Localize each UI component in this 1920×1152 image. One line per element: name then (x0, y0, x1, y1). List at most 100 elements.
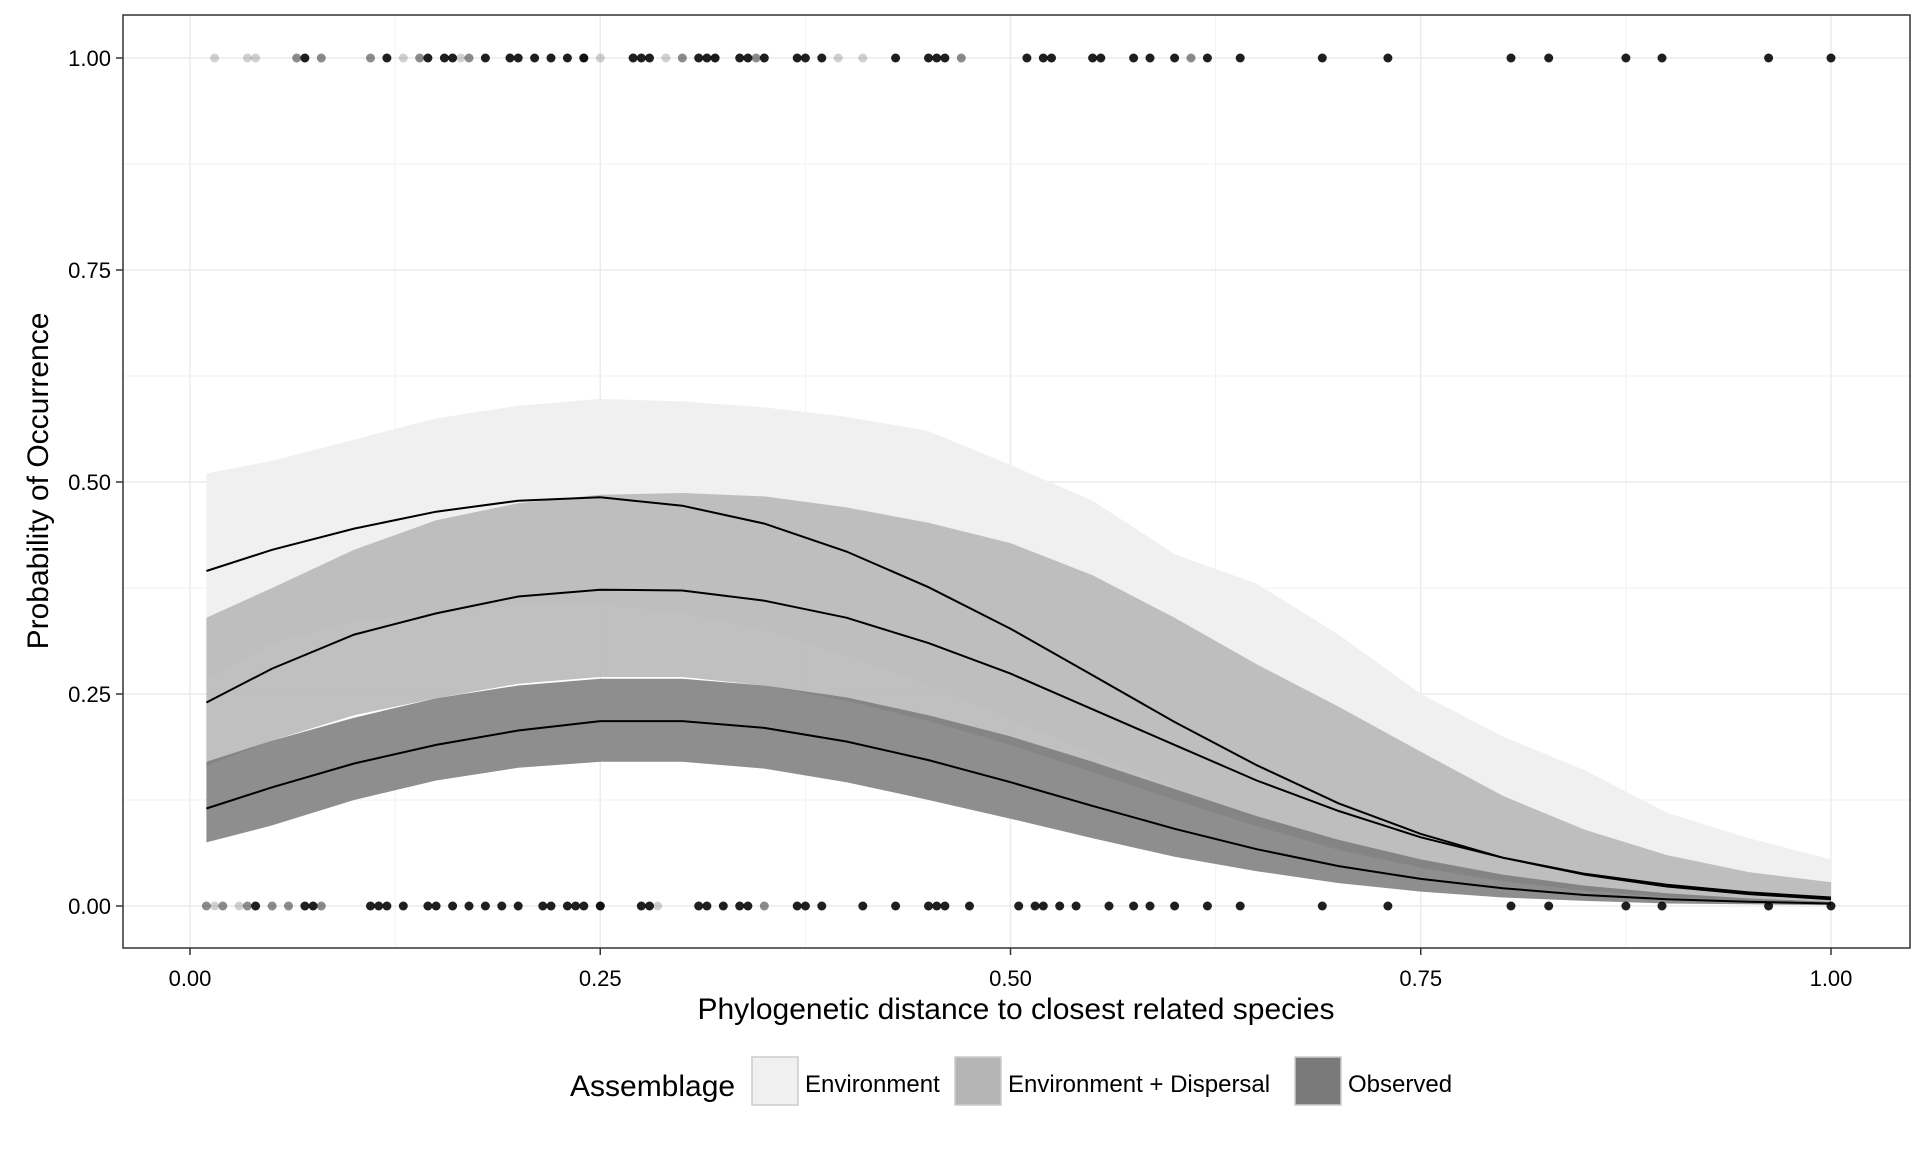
data-point-absence (858, 901, 868, 911)
data-point-presence (833, 53, 843, 63)
data-point-absence (366, 901, 375, 911)
data-point-absence (1145, 901, 1155, 911)
x-axis-title: Phylogenetic distance to closest related… (697, 993, 1334, 1026)
data-point-presence (677, 53, 687, 63)
data-point-absence (1383, 901, 1393, 911)
data-point-absence (694, 901, 704, 911)
band-observed (206, 678, 1831, 906)
data-point-presence (382, 53, 392, 63)
data-point-absence (735, 901, 745, 911)
data-point-absence (1071, 901, 1081, 911)
data-point-presence (735, 53, 745, 63)
data-point-presence (210, 53, 220, 63)
data-point-absence (595, 901, 605, 911)
x-tick-label: 0.00 (169, 966, 212, 991)
fit-line-observed (206, 720, 1832, 905)
data-point-presence (300, 53, 310, 63)
y-tick-label: 0.75 (68, 258, 111, 283)
data-point-presence (530, 53, 540, 63)
data-point-presence (423, 53, 433, 63)
data-point-presence (817, 53, 827, 63)
data-point-presence (858, 53, 868, 63)
data-point-presence (1129, 53, 1139, 63)
data-point-absence (1764, 901, 1774, 911)
data-point-absence (1170, 901, 1180, 911)
legend-label-environment: Environment (805, 1071, 940, 1098)
y-tick-label: 0.00 (68, 894, 111, 919)
y-tick-label: 1.00 (68, 46, 111, 71)
data-point-absence (965, 901, 974, 911)
data-point-absence (1317, 901, 1327, 911)
data-point-presence (1170, 53, 1180, 63)
data-point-presence (1047, 53, 1056, 63)
data-point-absence (1014, 901, 1024, 911)
data-point-absence (201, 901, 211, 911)
data-point-absence (1104, 901, 1114, 911)
data-point-absence (653, 901, 663, 911)
data-point-absence (702, 901, 712, 911)
data-point-presence (251, 53, 261, 63)
data-point-presence (513, 53, 523, 63)
data-point-absence (267, 901, 277, 911)
data-point-absence (308, 901, 318, 911)
data-point-absence (1657, 901, 1667, 911)
data-point-presence (415, 53, 425, 63)
data-point-presence (940, 53, 950, 63)
data-point-presence (1621, 53, 1631, 63)
data-point-absence (1826, 901, 1836, 911)
data-point-presence (1186, 53, 1196, 63)
legend-title: Assemblage (570, 1070, 735, 1103)
x-tick-label: 0.75 (1399, 966, 1442, 991)
data-point-presence (751, 53, 761, 63)
y-axis-title: Probability of Occurrence (22, 313, 55, 650)
data-point-presence (546, 53, 556, 63)
data-point-absence (759, 901, 769, 911)
data-point-absence (817, 901, 827, 911)
data-point-absence (1621, 901, 1631, 911)
data-point-absence (924, 901, 933, 911)
data-point-absence (1506, 901, 1516, 911)
legend: Assemblage Environment Environment + Dis… (570, 1056, 1452, 1106)
data-point-absence (718, 901, 728, 911)
data-point-presence (579, 53, 589, 63)
data-point-absence (382, 901, 392, 911)
data-point-absence (932, 901, 942, 911)
data-point-absence (431, 901, 441, 911)
data-point-absence (538, 901, 548, 911)
data-point-presence (398, 53, 408, 63)
data-point-presence (448, 53, 458, 63)
data-point-absence (743, 901, 753, 911)
data-point-presence (595, 53, 605, 63)
data-point-presence (924, 53, 933, 63)
data-point-absence (300, 901, 310, 911)
data-point-presence (1145, 53, 1155, 63)
data-point-absence (513, 901, 523, 911)
data-point-absence (251, 901, 261, 911)
data-point-absence (448, 901, 458, 911)
data-point-presence (1764, 53, 1774, 63)
legend-label-environment-dispersal: Environment + Dispersal (1008, 1071, 1270, 1098)
data-point-presence (661, 53, 671, 63)
data-point-absence (1202, 901, 1212, 911)
x-tick-label: 0.25 (579, 966, 622, 991)
fit-line-environment-dispersal (205, 588, 1832, 899)
data-point-presence (702, 53, 712, 63)
data-point-presence (932, 53, 942, 63)
data-point-absence (1129, 901, 1139, 911)
data-point-absence (398, 901, 408, 911)
data-point-presence (1022, 53, 1032, 63)
data-point-presence (1544, 53, 1554, 63)
data-point-absence (562, 901, 572, 911)
data-point-absence (464, 901, 474, 911)
data-point-presence (562, 53, 572, 63)
confidence-bands (206, 398, 1831, 906)
data-point-presence (759, 53, 769, 63)
data-point-absence (242, 901, 252, 911)
data-point-absence (546, 901, 556, 911)
band-environment-dispersal (206, 493, 1831, 904)
data-point-absence (645, 901, 654, 911)
legend-label-observed: Observed (1348, 1071, 1452, 1098)
data-point-presence (1202, 53, 1212, 63)
data-point-presence (1317, 53, 1327, 63)
data-point-absence (792, 901, 802, 911)
